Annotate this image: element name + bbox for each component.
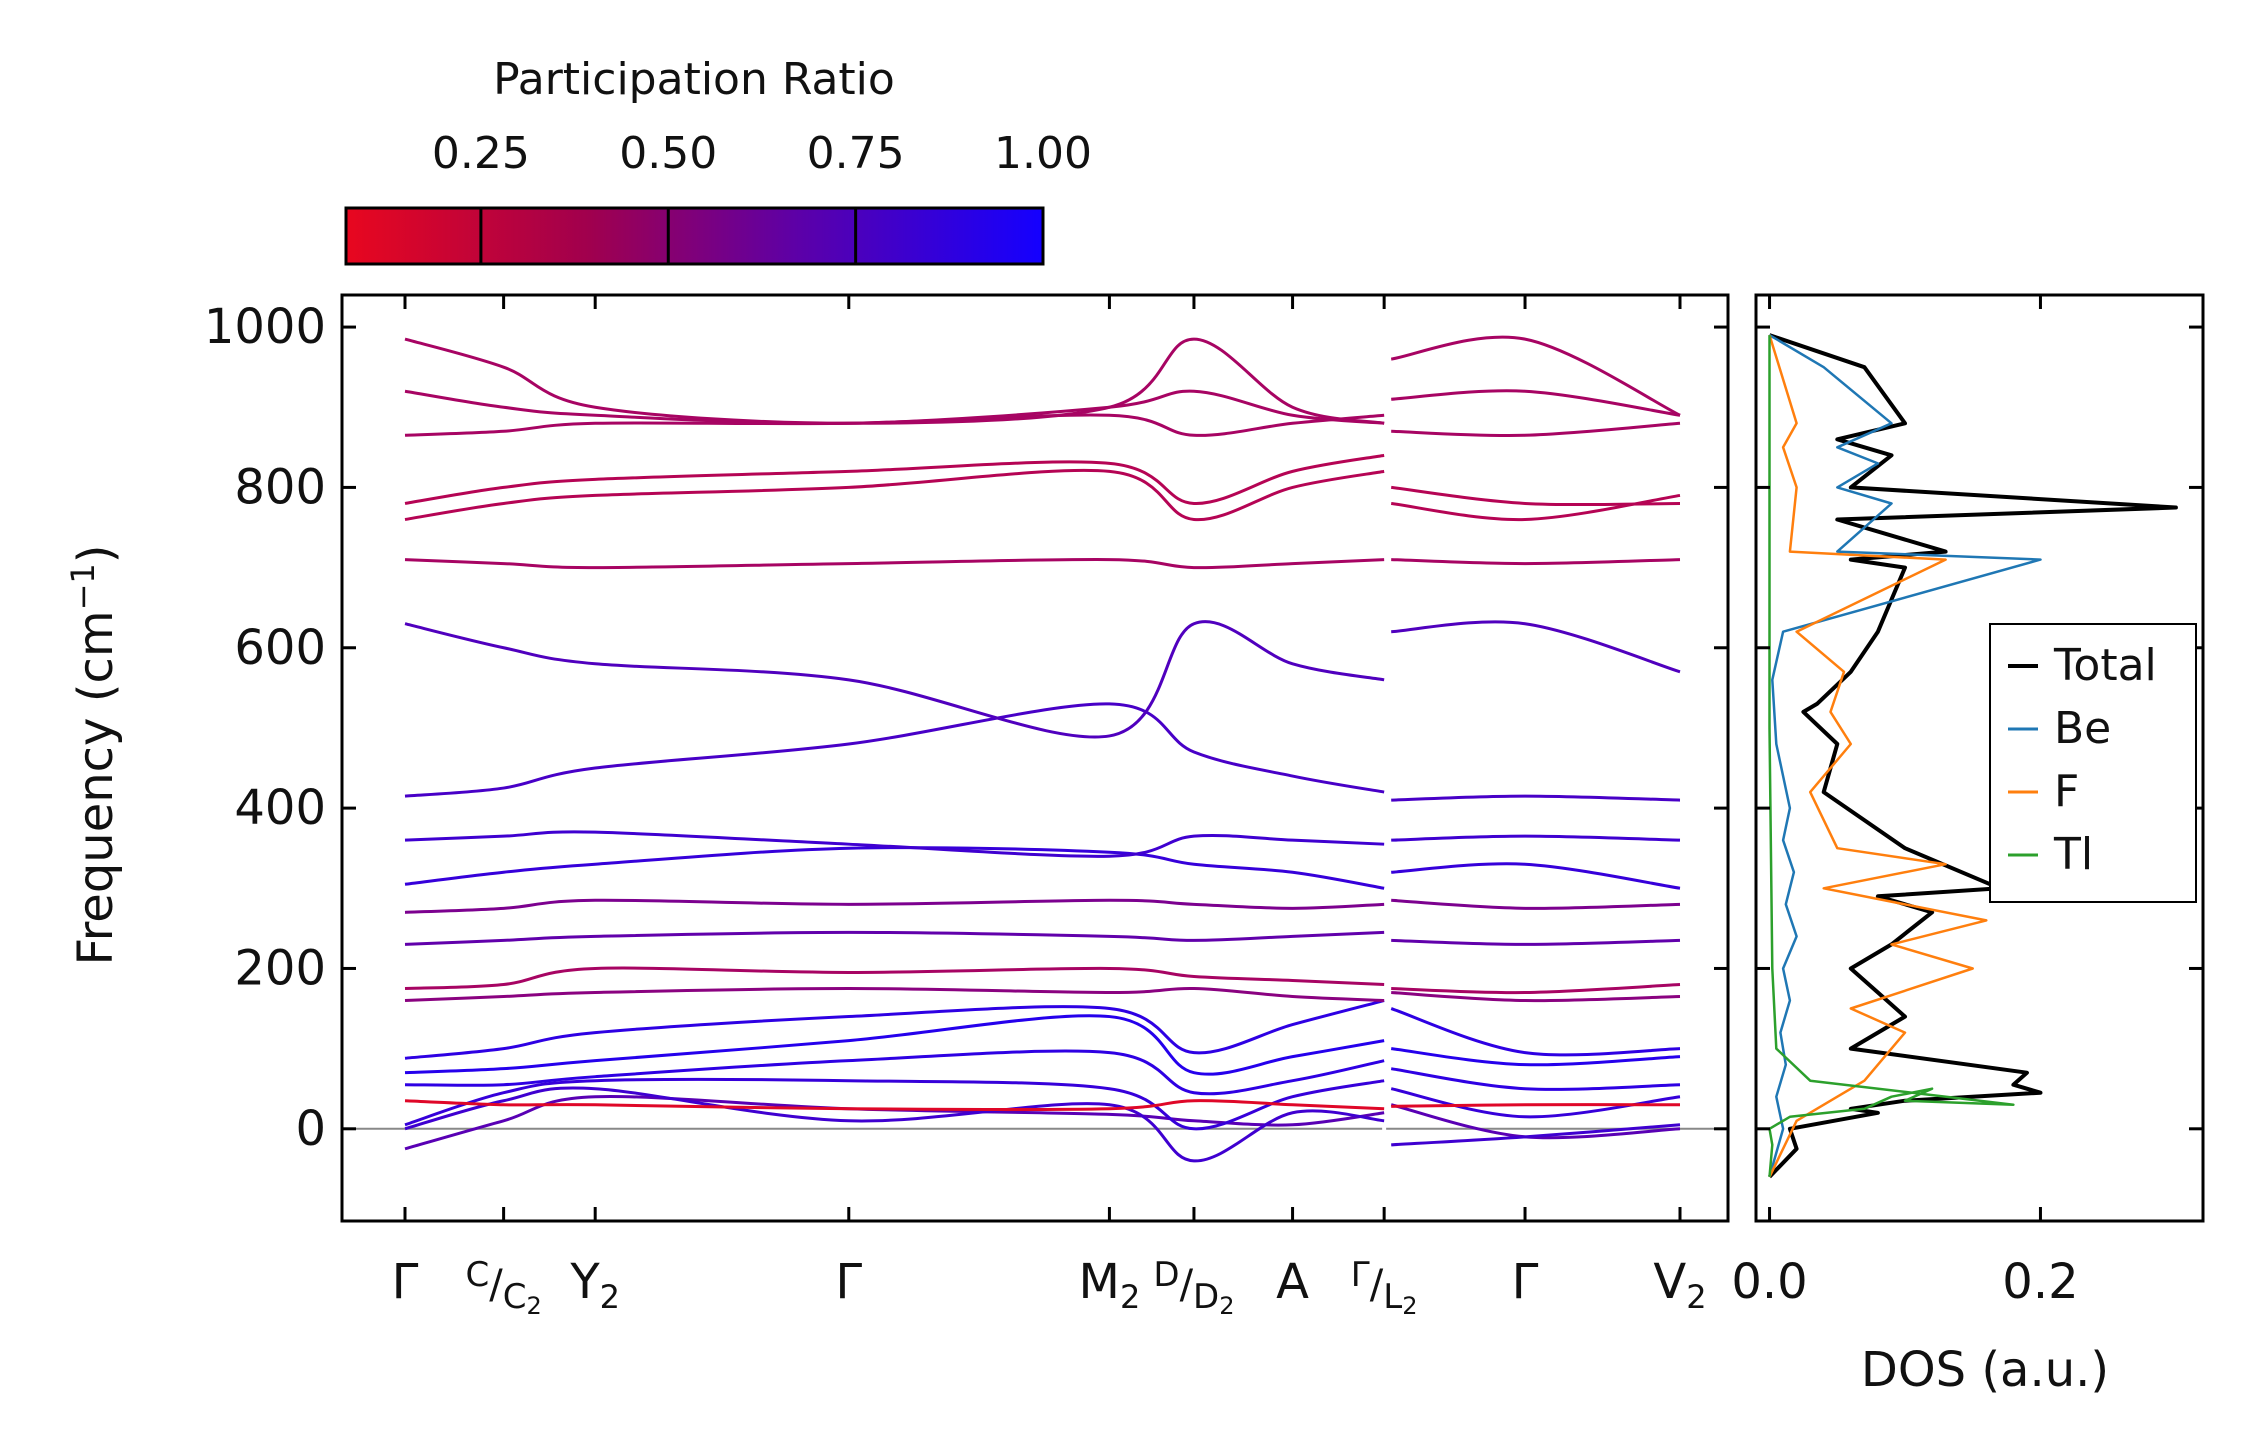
band-11-segment-1 [404,846,1385,890]
band-0-segment-2 [1390,1103,1681,1140]
dos-panel: 0.0 0.2 DOS (a.u.) Total Be F Tl [1731,293,2205,1398]
band-12-segment-1 [404,830,1385,858]
colorbar-gradient [344,206,1045,266]
y-tick-label-3: 600 [234,620,326,676]
band-19-segment-1 [404,389,1385,425]
band-axes-frame [340,293,1730,1223]
y-tick-label-0: 0 [295,1101,326,1157]
band-1-segment-2 [1391,1123,1681,1147]
band-6-segment-2 [1391,1103,1681,1108]
dos-legend: Total Be F Tl [1989,623,2197,903]
band-20-segment-2 [1390,335,1681,417]
band-4-segment-2 [1391,1047,1681,1067]
band-8-segment-1 [404,986,1385,1003]
band-13-segment-2 [1391,794,1681,802]
legend-label-be: Be [2054,703,2111,754]
legend-label-total: Total [2053,640,2157,691]
dos-x-tick-label-1: 0.2 [2002,1254,2078,1310]
band-9-segment-2 [1391,938,1681,946]
band-8-segment-2 [1391,991,1681,1003]
k-label-8: Γ [1512,1254,1539,1310]
band-1-segment-1 [404,1086,1385,1163]
band-2-segment-1 [404,1077,1385,1131]
band-18-segment-1 [404,413,1385,437]
legend-frame [1989,623,2197,903]
band-19-segment-2 [1391,389,1681,417]
k-label-1: C/C2 [465,1255,541,1320]
band-5-segment-1 [404,999,1385,1060]
band-2-segment-2 [1390,1087,1681,1119]
band-18-segment-2 [1391,421,1681,438]
y-tick-label-4: 800 [234,459,326,515]
band-20-segment-1 [404,337,1385,425]
band-5-segment-2 [1390,1007,1681,1057]
band-12-segment-2 [1391,834,1681,842]
band-17-segment-2 [1391,485,1681,507]
band-14-segment-1 [404,620,1385,739]
band-10-segment-2 [1391,898,1681,910]
colorbar-tick-label-3: 1.00 [994,128,1092,179]
k-label-2: Y2 [569,1254,620,1316]
band-3-segment-1 [404,1049,1385,1096]
k-label-5: D/D2 [1153,1255,1234,1320]
band-13-segment-1 [404,702,1385,798]
band-7-segment-1 [404,966,1385,990]
k-label-7: Γ/L2 [1351,1255,1418,1320]
band-structure-panel: 0 200 400 600 800 1000 Γ C/C2 Y2 Γ M2D/D2 A Γ/L2 Γ V2… [64,293,1730,1320]
dos-axes-frame [1754,293,2205,1223]
band-3-segment-2 [1390,1067,1681,1091]
y-tick-label-1: 200 [234,940,326,996]
band-14-segment-2 [1391,620,1681,674]
band-9-segment-1 [404,930,1385,946]
band-4-segment-1 [404,1014,1385,1076]
legend-label-f: F [2054,766,2079,817]
colorbar-tick-label-2: 0.75 [807,128,905,179]
band-11-segment-2 [1391,862,1681,890]
band-6-segment-1 [404,1099,1385,1112]
band-15-segment-2 [1391,558,1681,566]
dos-series-be [1768,334,2042,1178]
k-label-3: Γ [835,1254,862,1310]
band-17-segment-1 [404,453,1385,505]
band-16-segment-2 [1391,493,1681,522]
y-axis-label: Frequency (cm−1) [64,544,124,965]
band-10-segment-1 [404,898,1385,914]
colorbar-tick-label-1: 0.50 [619,128,717,179]
colorbar-tick-label-0: 0.25 [432,128,530,179]
band-16-segment-1 [404,468,1385,522]
k-label-6: A [1276,1254,1309,1310]
band-15-segment-1 [404,557,1385,570]
dos-series-tl [1768,335,2015,1178]
colorbar-label: Participation Ratio [493,54,895,105]
band-7-segment-2 [1391,982,1681,995]
k-label-9: V2 [1653,1254,1706,1316]
y-tick-label-2: 400 [234,780,326,836]
dos-series-f [1768,334,1988,1178]
dos-series-total [1768,333,2178,1179]
colorbar: Participation Ratio 0.25 0.50 0.75 1.00 [344,54,1092,266]
dos-x-tick-label-0: 0.0 [1731,1254,1807,1310]
k-label-0: Γ [392,1254,419,1310]
dos-x-axis-label: DOS (a.u.) [1861,1342,2109,1398]
y-tick-label-5: 1000 [204,299,326,355]
legend-label-tl: Tl [2053,829,2093,880]
k-label-4: M2 [1079,1254,1141,1316]
